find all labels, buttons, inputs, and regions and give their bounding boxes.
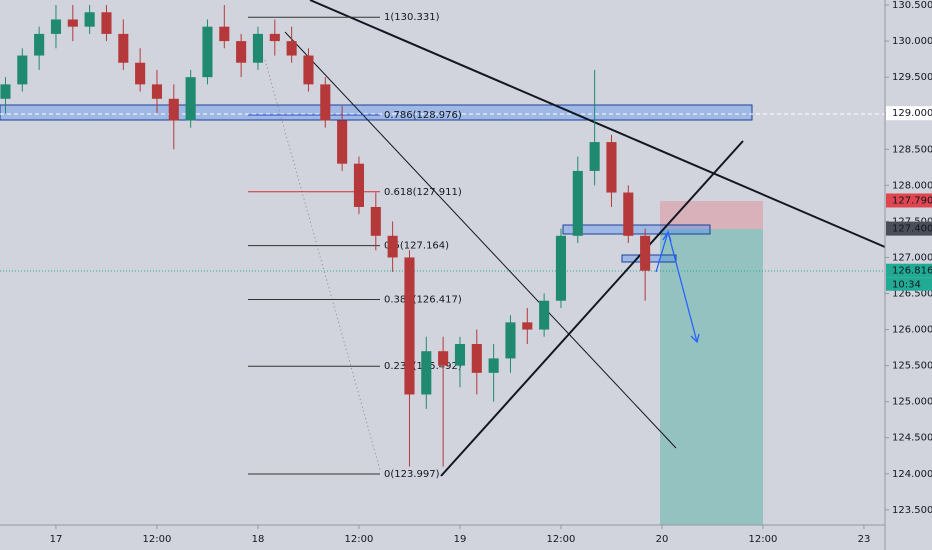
x-tick-label: 19: [454, 534, 467, 545]
target-zone: [660, 229, 763, 525]
fib-label: 0.382(126.417): [384, 294, 462, 305]
y-tick-label: 129.500: [892, 72, 932, 83]
trend-line: [284, 31, 677, 449]
candle-body: [505, 322, 516, 359]
y-tick-label: 127.000: [892, 252, 932, 263]
candle-body: [168, 98, 179, 121]
price-label-box: [886, 221, 932, 236]
candle-body: [320, 84, 331, 121]
resistance-zone: [0, 104, 753, 121]
candle-body: [84, 12, 95, 27]
candle-body: [269, 33, 280, 42]
price-label: 129.000: [892, 108, 932, 119]
fib-label: 0.618(127.911): [384, 187, 462, 198]
candle-body: [0, 84, 11, 99]
candle-body: [286, 41, 297, 56]
candle-body: [202, 26, 213, 78]
trend-line: [440, 140, 744, 477]
support-zone: [562, 224, 711, 235]
candle-body: [555, 235, 567, 301]
fib-label: 0.786(128.976): [384, 110, 462, 121]
y-tick-label: 128.500: [892, 144, 932, 155]
candle-body: [303, 55, 314, 85]
candle-body: [623, 192, 634, 236]
candle-body: [118, 33, 129, 63]
candle-body: [572, 170, 583, 236]
candle-body: [471, 343, 482, 373]
x-tick-label: 18: [252, 534, 265, 545]
candle-body: [17, 55, 28, 85]
x-tick-label: 23: [858, 534, 871, 545]
fib-label: 1(130.331): [384, 12, 440, 23]
candle-body: [589, 142, 600, 171]
candle-body: [539, 300, 550, 330]
candle-body: [522, 322, 533, 330]
y-tick-label: 124.500: [892, 433, 932, 444]
candle-body: [101, 12, 112, 34]
candle-body: [370, 206, 381, 236]
candle-body: [421, 351, 432, 395]
price-label-box: [886, 193, 932, 208]
candle-body: [337, 120, 348, 164]
price-label-box: [886, 263, 932, 278]
candle-body: [438, 351, 449, 366]
countdown-box: [886, 277, 932, 291]
candle-body: [219, 26, 230, 42]
fib-trend: [264, 59, 381, 471]
arrow-head: [690, 333, 700, 344]
x-tick-label: 12:00: [345, 534, 374, 545]
candle-body: [404, 257, 415, 395]
candle-body: [488, 358, 499, 373]
y-tick-label: 125.500: [892, 361, 932, 372]
fib-label: 0.5(127.164): [384, 241, 449, 252]
candle-body: [34, 33, 45, 56]
fib-label: 0(123.997): [384, 469, 440, 480]
arrow-head: [662, 230, 672, 242]
candle-body: [151, 84, 163, 99]
candle-body: [135, 62, 146, 85]
trend-line: [309, 0, 886, 248]
candle-body: [185, 77, 196, 121]
x-tick-label: 17: [50, 534, 63, 545]
x-tick-label: 12:00: [547, 534, 576, 545]
candle-body: [454, 343, 466, 366]
y-tick-label: 125.000: [892, 397, 932, 408]
y-tick-label: 126.000: [892, 325, 932, 336]
y-tick-label: 124.000: [892, 469, 932, 480]
candle-body: [236, 41, 247, 63]
candle-body: [606, 142, 617, 193]
candle-body: [353, 163, 365, 207]
candle-body: [252, 33, 264, 63]
countdown: 10:34: [892, 280, 921, 291]
x-tick-label: 20: [656, 534, 669, 545]
x-tick-label: 12:00: [143, 534, 172, 545]
candle-body: [387, 235, 398, 258]
y-tick-label: 130.500: [892, 0, 932, 11]
x-tick-label: 12:00: [749, 534, 778, 545]
y-tick-label: 128.000: [892, 180, 932, 191]
price-label: 126.816: [892, 266, 932, 277]
y-tick-label: 126.500: [892, 289, 932, 300]
candle-body: [640, 235, 651, 271]
price-label: 127.400: [892, 224, 932, 235]
y-tick-label: 130.000: [892, 36, 932, 47]
candle-body: [67, 19, 78, 27]
price-label-box: [886, 106, 932, 121]
y-tick-label: 123.500: [892, 505, 932, 516]
price-label: 127.790: [892, 195, 932, 206]
candle-body: [50, 19, 62, 34]
